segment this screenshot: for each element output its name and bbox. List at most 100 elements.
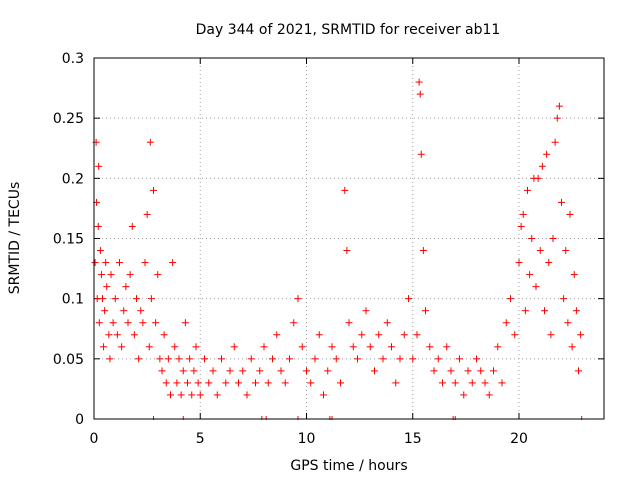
data-point — [460, 391, 468, 399]
y-tick-label: 0.1 — [62, 292, 84, 308]
data-point — [139, 319, 147, 327]
data-point — [477, 367, 485, 375]
data-point — [205, 379, 213, 387]
data-point — [570, 271, 578, 279]
data-point — [177, 391, 185, 399]
data-point — [498, 379, 506, 387]
data-point — [532, 283, 540, 291]
data-point — [303, 367, 310, 375]
x-tick-label: 10 — [298, 431, 316, 447]
data-point — [320, 391, 327, 399]
data-point — [456, 355, 463, 363]
data-point — [549, 235, 557, 242]
data-point — [222, 379, 230, 387]
data-point — [473, 355, 480, 363]
data-point — [564, 319, 572, 327]
data-point — [102, 259, 110, 267]
data-point — [152, 319, 160, 327]
data-point — [164, 355, 172, 363]
data-point — [260, 343, 268, 351]
data-point — [158, 367, 166, 375]
data-point — [209, 367, 217, 375]
data-point — [146, 138, 154, 146]
data-point — [184, 379, 191, 387]
data-point — [252, 379, 259, 387]
data-point — [396, 355, 404, 363]
data-point — [547, 331, 555, 339]
data-point — [135, 355, 143, 363]
data-point — [281, 379, 289, 387]
data-point — [230, 343, 238, 351]
data-point — [143, 210, 151, 218]
data-point — [464, 367, 472, 375]
plot-frame — [93, 57, 605, 420]
data-point — [417, 150, 425, 158]
data-point — [307, 379, 315, 387]
data-point — [173, 379, 181, 387]
data-point — [162, 379, 170, 387]
data-point — [543, 150, 551, 158]
data-point — [120, 307, 128, 315]
data-point — [521, 307, 529, 315]
data-point — [96, 247, 104, 255]
data-point — [409, 355, 417, 363]
data-point — [413, 331, 421, 339]
data-point — [416, 90, 424, 98]
data-point — [426, 343, 434, 351]
data-point — [150, 186, 157, 194]
data-point — [243, 391, 251, 399]
data-point — [354, 355, 361, 363]
data-point — [126, 271, 134, 279]
y-tick-label: 0 — [75, 412, 84, 428]
data-point — [392, 379, 400, 387]
data-point — [536, 247, 544, 255]
data-point — [519, 210, 527, 218]
data-point — [95, 162, 103, 170]
data-point — [286, 355, 293, 363]
data-point — [324, 367, 332, 375]
data-point — [273, 331, 281, 339]
data-point — [167, 391, 174, 399]
data-point — [575, 367, 582, 375]
data-point — [485, 391, 493, 399]
data-point — [97, 271, 105, 279]
data-point — [343, 247, 351, 255]
data-point — [128, 222, 136, 230]
data-point — [430, 367, 438, 375]
data-point — [111, 295, 119, 303]
y-tick-label: 0.2 — [62, 171, 84, 187]
data-point — [332, 355, 340, 363]
data-point — [451, 379, 459, 387]
data-point — [137, 307, 145, 315]
y-tick-label: 0.25 — [53, 111, 84, 127]
x-tick-label: 15 — [404, 431, 422, 447]
data-point — [553, 114, 561, 122]
data-point — [379, 355, 387, 363]
data-point — [345, 319, 353, 327]
data-point — [213, 391, 221, 399]
data-point — [277, 367, 285, 375]
x-axis-label: GPS time / hours — [290, 458, 407, 474]
data-point — [419, 247, 427, 255]
data-point — [106, 355, 114, 363]
data-point — [439, 379, 446, 387]
data-point — [311, 355, 319, 363]
data-point — [298, 343, 306, 351]
data-point — [337, 379, 344, 387]
data-point — [566, 210, 574, 218]
data-point — [256, 367, 264, 375]
data-point — [388, 343, 395, 351]
data-point — [349, 343, 357, 351]
data-point — [538, 162, 546, 170]
data-point — [415, 78, 423, 86]
data-point — [577, 331, 585, 339]
y-tick-label: 0.05 — [53, 352, 84, 368]
data-point — [113, 331, 121, 339]
data-point — [194, 379, 202, 387]
data-point — [434, 355, 442, 363]
data-point — [99, 295, 106, 303]
data-point — [181, 319, 189, 327]
data-point — [156, 355, 164, 363]
